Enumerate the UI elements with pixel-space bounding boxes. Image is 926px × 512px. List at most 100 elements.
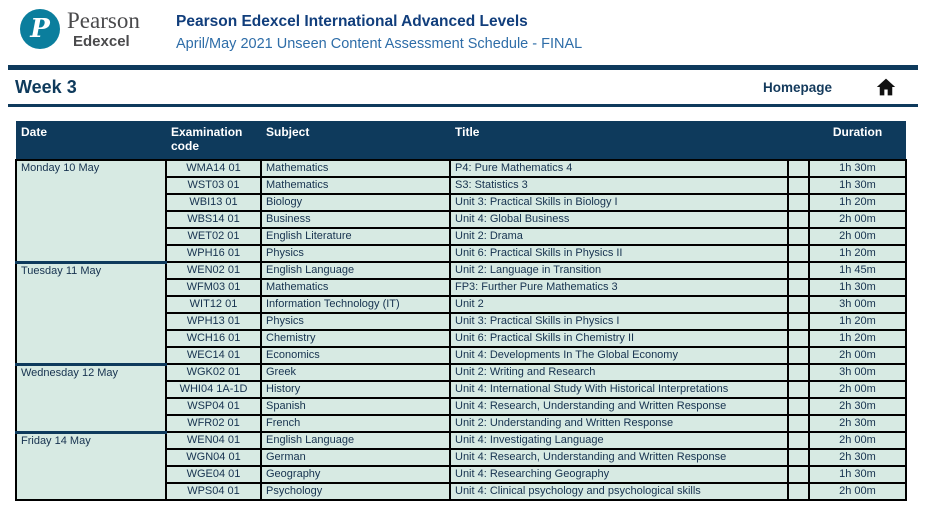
spacer-cell: [787, 244, 810, 263]
spacer-cell: [787, 312, 810, 331]
spacer-cell: [787, 261, 810, 280]
subject-cell: Greek: [260, 363, 451, 382]
column-header-spacer: [788, 121, 809, 160]
schedule-table: Date Examination code Subject Title Dura…: [15, 121, 907, 501]
subject-cell: History: [260, 380, 451, 399]
title-cell: Unit 3: Practical Skills in Physics I: [449, 312, 789, 331]
table-row: WSP04 01 Spanish Unit 4: Research, Underst…: [16, 397, 907, 416]
spacer-cell: [787, 431, 810, 450]
duration-cell: 2h 30m: [808, 448, 907, 467]
code-cell: WEN02 01: [165, 261, 262, 280]
table-row: WFM03 01 Mathematics FP3: Further Pure Mat…: [16, 278, 907, 297]
spacer-cell: [787, 482, 810, 501]
column-header-date: Date: [16, 121, 166, 160]
subject-cell: Biology: [260, 193, 451, 212]
week-label: Week 3: [15, 76, 77, 97]
week-bar: Week 3 Homepage: [0, 70, 926, 104]
home-icon[interactable]: [876, 77, 896, 97]
homepage-link[interactable]: Homepage: [762, 79, 832, 95]
title-cell: Unit 3: Practical Skills in Biology I: [449, 193, 789, 212]
logo-name: Pearson: [67, 8, 140, 33]
pearson-logo: P Pearson Edexcel: [20, 9, 166, 49]
table-header-row: Date Examination code Subject Title Dura…: [16, 121, 906, 160]
spacer-cell: [787, 448, 810, 467]
subject-cell: English Literature: [260, 227, 451, 246]
title-cell: Unit 2: Understanding and Written Respon…: [449, 414, 789, 433]
table-row: WHI04 1A-1D History Unit 4: International …: [16, 380, 907, 399]
code-cell: WSP04 01: [165, 397, 262, 416]
duration-cell: 3h 00m: [808, 295, 907, 314]
title-cell: Unit 6: Practical Skills in Chemistry II: [449, 329, 789, 348]
column-header-subject: Subject: [261, 121, 450, 160]
code-cell: WPS04 01: [165, 482, 262, 501]
table-row: WST03 01 Mathematics S3: Statistics 3 1h 30…: [16, 176, 907, 195]
divider-bottom: [8, 104, 918, 107]
subject-cell: Physics: [260, 312, 451, 331]
code-cell: WBI13 01: [165, 193, 262, 212]
duration-cell: 1h 20m: [808, 329, 907, 348]
title-cell: Unit 4: Research, Understanding and Writ…: [449, 448, 789, 467]
duration-cell: 3h 00m: [808, 363, 907, 382]
page-title: Pearson Edexcel International Advanced L…: [176, 13, 528, 30]
code-cell: WGE04 01: [165, 465, 262, 484]
document-titles: Pearson Edexcel International Advanced L…: [176, 9, 582, 52]
title-cell: Unit 2: [449, 295, 789, 314]
code-cell: WFR02 01: [165, 414, 262, 433]
divider-top: [8, 65, 918, 70]
subject-cell: Geography: [260, 465, 451, 484]
table-row: Friday 14 May WEN04 01 English Language Uni…: [15, 431, 907, 501]
table-row: WPH13 01 Physics Unit 3: Practical Skills …: [16, 312, 907, 331]
subject-cell: French: [260, 414, 451, 433]
spacer-cell: [787, 465, 810, 484]
duration-cell: 1h 45m: [808, 261, 907, 280]
spacer-cell: [787, 159, 810, 178]
table-row: WGN04 01 German Unit 4: Research, Understa…: [16, 448, 907, 467]
logo-letter: P: [30, 14, 50, 44]
duration-cell: 2h 00m: [808, 346, 907, 365]
code-cell: WPH16 01: [165, 244, 262, 263]
pearson-logo-icon: P: [20, 9, 60, 49]
code-cell: WFM03 01: [165, 278, 262, 297]
title-cell: FP3: Further Pure Mathematics 3: [449, 278, 789, 297]
table-row: WET02 01 English Literature Unit 2: Drama 2…: [16, 227, 907, 246]
title-cell: Unit 4: Investigating Language: [449, 431, 789, 450]
code-cell: WCH16 01: [165, 329, 262, 348]
title-cell: Unit 4: Researching Geography: [449, 465, 789, 484]
code-cell: WST03 01: [165, 176, 262, 195]
subject-cell: Business: [260, 210, 451, 229]
code-cell: WGK02 01: [165, 363, 262, 382]
spacer-cell: [787, 363, 810, 382]
duration-cell: 2h 00m: [808, 482, 907, 501]
spacer-cell: [787, 380, 810, 399]
spacer-cell: [787, 210, 810, 229]
duration-cell: 1h 20m: [808, 193, 907, 212]
column-header-title: Title: [450, 121, 788, 160]
subject-cell: Psychology: [260, 482, 451, 501]
code-cell: WGN04 01: [165, 448, 262, 467]
code-cell: WHI04 1A-1D: [165, 380, 262, 399]
code-cell: WPH13 01: [165, 312, 262, 331]
spacer-cell: [787, 414, 810, 433]
duration-cell: 2h 00m: [808, 431, 907, 450]
date-cell: Tuesday 11 May: [15, 261, 167, 366]
code-cell: WIT12 01: [165, 295, 262, 314]
logo-wordmark: Pearson Edexcel: [67, 9, 140, 49]
subject-cell: Mathematics: [260, 176, 451, 195]
subject-cell: English Language: [260, 261, 451, 280]
logo-subname: Edexcel: [73, 33, 130, 50]
spacer-cell: [787, 346, 810, 365]
subject-cell: Physics: [260, 244, 451, 263]
title-cell: Unit 4: Global Business: [449, 210, 789, 229]
subject-cell: German: [260, 448, 451, 467]
duration-cell: 1h 30m: [808, 176, 907, 195]
title-cell: P4: Pure Mathematics 4: [449, 159, 789, 178]
code-cell: WMA14 01: [165, 159, 262, 178]
duration-cell: 1h 30m: [808, 465, 907, 484]
page-header: P Pearson Edexcel Pearson Edexcel Intern…: [0, 0, 926, 65]
subject-cell: Information Technology (IT): [260, 295, 451, 314]
duration-cell: 2h 00m: [808, 210, 907, 229]
code-cell: WEC14 01: [165, 346, 262, 365]
title-cell: Unit 6: Practical Skills in Physics II: [449, 244, 789, 263]
code-cell: WBS14 01: [165, 210, 262, 229]
code-cell: WEN04 01: [165, 431, 262, 450]
